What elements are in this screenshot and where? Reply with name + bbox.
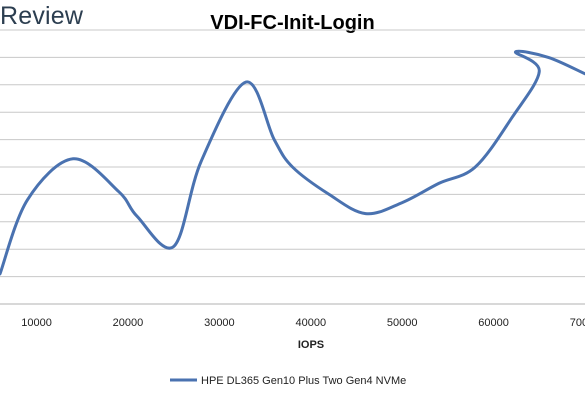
series-lines [0,49,585,276]
legend-label: HPE DL365 Gen10 Plus Two Gen4 NVMe [201,375,406,387]
x-tick-label-5: 60000 [478,317,509,329]
x-tick-label-4: 50000 [387,317,418,329]
legend: HPE DL365 Gen10 Plus Two Gen4 NVMe [170,375,406,387]
series-line-0 [0,49,585,276]
x-tick-label-3: 40000 [295,317,326,329]
chart-title: VDI-FC-Init-Login [210,12,375,34]
x-axis-title: IOPS [298,339,324,351]
x-tick-label-1: 20000 [113,317,144,329]
x-tick-label-0: 10000 [21,317,52,329]
x-tick-labels: 10000 20000 30000 40000 50000 60000 70000 [21,317,585,329]
x-tick-label-6: 70000 [570,317,585,329]
gridlines [0,29,585,305]
x-tick-label-2: 30000 [204,317,235,329]
brand-wordmark: Review [0,2,84,30]
